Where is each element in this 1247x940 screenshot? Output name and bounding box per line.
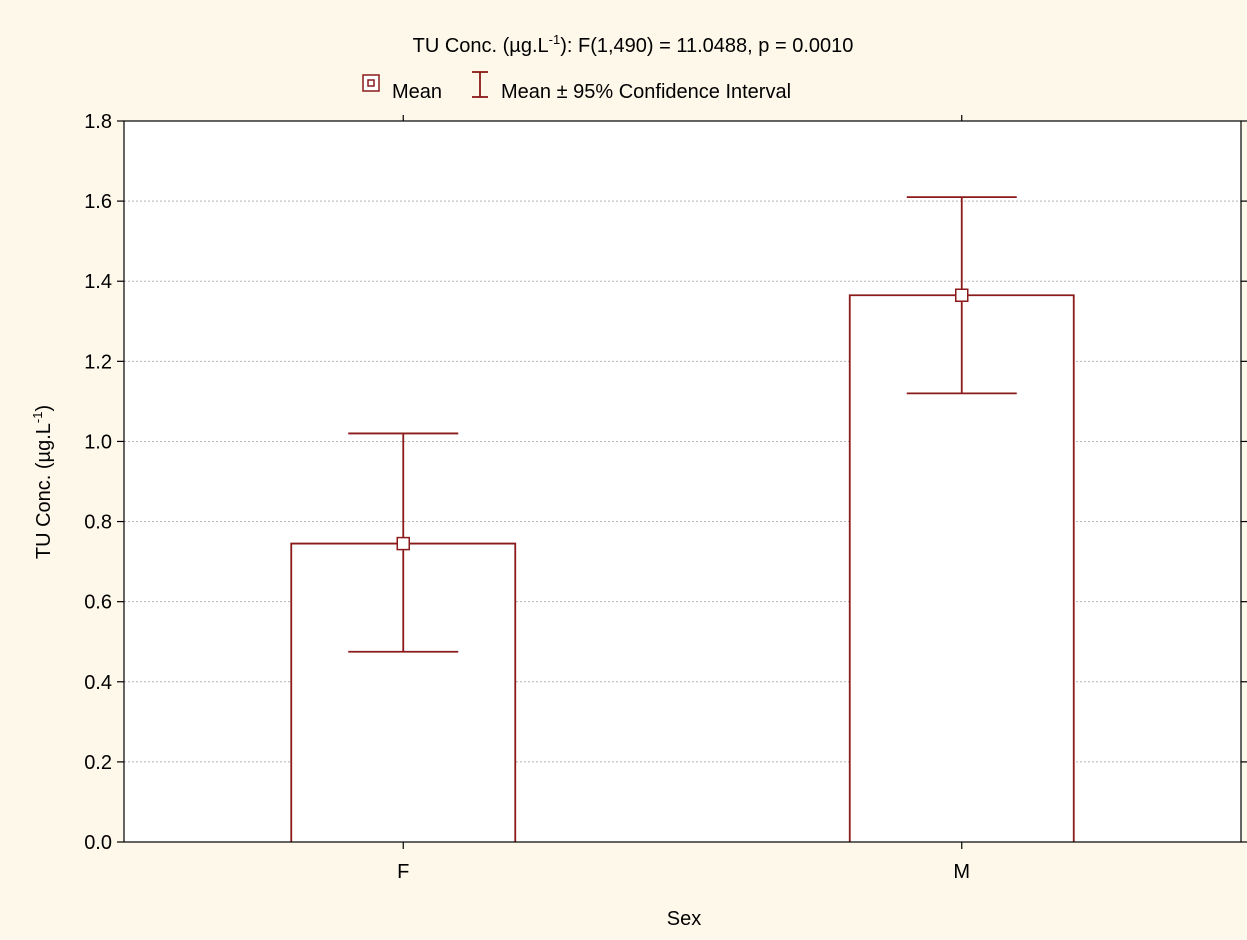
- x-tick-label: F: [397, 861, 409, 883]
- legend-item-mean-label: Mean: [392, 81, 442, 103]
- y-tick-label: 0.6: [84, 592, 112, 614]
- y-axis-title-prefix: TU Conc. (µg.L: [33, 423, 55, 559]
- chart-title: TU Conc. (µg.L-1): F(1,490) = 11.0488, p…: [413, 32, 854, 57]
- y-tick-label: 1.0: [84, 431, 112, 453]
- y-axis-title-superscript: -1: [30, 412, 45, 424]
- y-tick-label: 0.4: [84, 672, 112, 694]
- bars: [290, 294, 1075, 842]
- mean-markers: [396, 288, 969, 551]
- y-axis: 0.0 0.2 0.4 0.6 0.8 1.0 1.2 1.4 1.6 1.8: [84, 111, 1247, 854]
- chart-title-suffix: ): F(1,490) = 11.0488, p = 0.0010: [560, 35, 853, 57]
- y-axis-title-suffix: ): [33, 405, 55, 412]
- mean-marker: [396, 536, 410, 551]
- y-tick-label: 1.8: [84, 111, 112, 133]
- error-bar-icon: [472, 71, 488, 98]
- legend: Mean Mean ± 95% Confidence Interval: [362, 71, 791, 103]
- mean-square-icon: [362, 74, 380, 92]
- mean-marker: [955, 288, 969, 302]
- error-bars: [348, 196, 1017, 653]
- chart-title-prefix: TU Conc. (µg.L: [413, 35, 549, 57]
- y-tick-label: 0.2: [84, 752, 112, 774]
- plot-border: [123, 120, 1242, 843]
- y-tick-label: 0.8: [84, 512, 112, 534]
- x-tick-label: M: [953, 861, 970, 883]
- y-tick-label: 1.6: [84, 191, 112, 213]
- y-tick-label: 1.4: [84, 271, 112, 293]
- y-tick-label: 1.2: [84, 351, 112, 373]
- y-axis-title: TU Conc. (µg.L-1): [30, 405, 55, 559]
- legend-item-ci-label: Mean ± 95% Confidence Interval: [501, 81, 791, 103]
- x-axis-title: Sex: [667, 908, 701, 930]
- chart-title-superscript: -1: [549, 32, 561, 47]
- y-tick-label: 0.0: [84, 832, 112, 854]
